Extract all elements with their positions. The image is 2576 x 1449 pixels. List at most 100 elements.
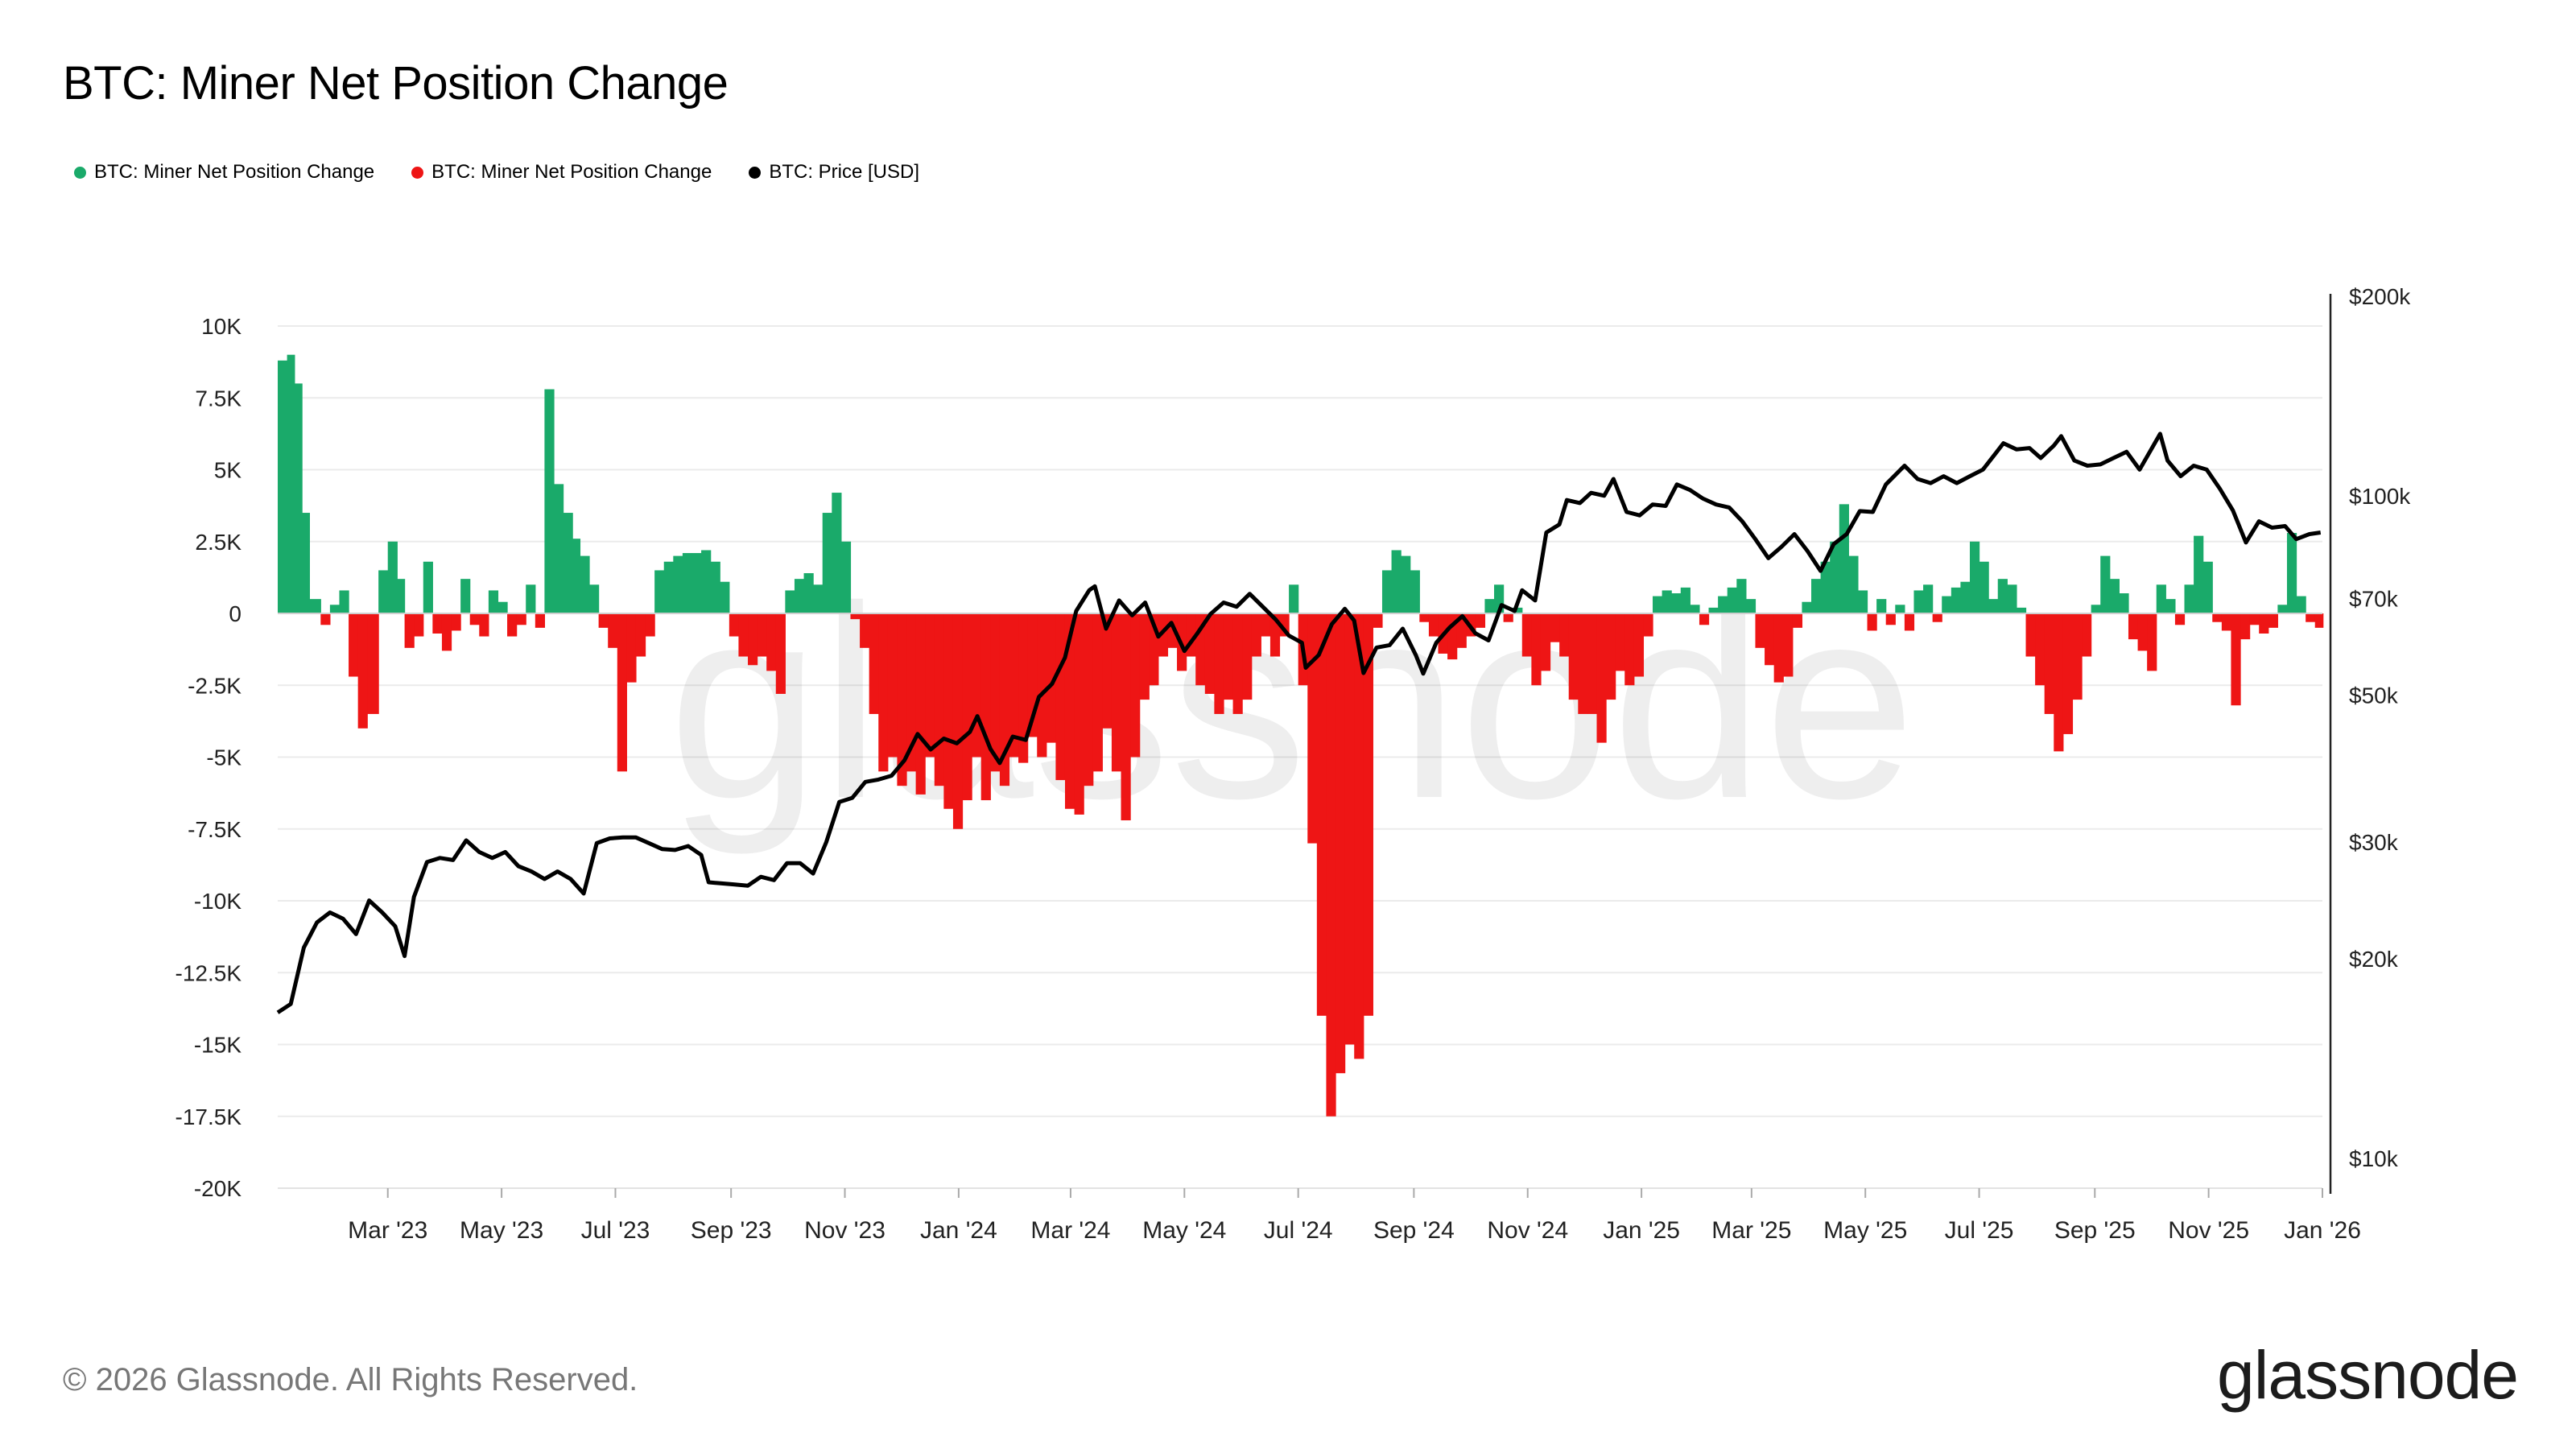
bar-positive [2202, 561, 2213, 613]
bar-positive [1839, 504, 1849, 613]
y-left-tick-label: 7.5K [195, 386, 242, 411]
bar-negative [1074, 613, 1084, 815]
x-tick-label: Sep '23 [691, 1217, 772, 1244]
bar-positive [1289, 584, 1299, 613]
bar-negative [1242, 613, 1253, 700]
legend-swatch-black [749, 166, 762, 179]
bar-positive [397, 579, 406, 613]
bar-positive [589, 584, 600, 613]
bar-negative [1130, 613, 1141, 758]
bar-positive [654, 570, 665, 613]
bar-positive [563, 513, 573, 613]
bar-positive [572, 539, 581, 613]
bar-positive [794, 579, 805, 613]
legend-item-price[interactable]: BTC: Price [USD] [749, 161, 919, 184]
bar-positive [1979, 561, 1989, 613]
bar-positive [1653, 596, 1663, 613]
bar-negative [729, 613, 740, 637]
bar-positive [2184, 584, 2194, 613]
bar-positive [1830, 541, 1840, 613]
bar-negative [479, 613, 489, 637]
bar-negative [980, 613, 991, 801]
bar-negative [1885, 613, 1896, 625]
bar-negative [2231, 613, 2241, 706]
bar-positive [2007, 584, 2017, 613]
y-right-tick-label: $200k [2349, 284, 2411, 309]
bar-negative [414, 613, 424, 637]
x-tick-label: May '23 [460, 1217, 543, 1244]
y-right-axis: $200k $100k $70k $50k $30k $20k $10k [2349, 284, 2411, 1171]
bar-negative [2240, 613, 2251, 640]
bar-negative [1419, 613, 1430, 622]
bar-negative [887, 613, 898, 758]
bar-positive [526, 584, 536, 613]
bar-positive [2165, 599, 2176, 613]
bar-negative [972, 613, 982, 758]
bar-negative [906, 613, 917, 772]
bar-positive [1513, 607, 1523, 613]
bar-positive [673, 555, 683, 613]
y-right-tick-label: $70k [2349, 586, 2399, 611]
bar-negative [1092, 613, 1103, 772]
bar-negative [850, 613, 861, 620]
bar-positive [2109, 579, 2120, 613]
bar-negative [608, 613, 618, 648]
bar-positive [2156, 584, 2166, 613]
bar-negative [535, 613, 546, 628]
bar-negative [1009, 613, 1019, 758]
bar-positive [1410, 570, 1420, 613]
price-line [276, 431, 2322, 1014]
bar-negative [2054, 613, 2064, 752]
chart-title: BTC: Miner Net Position Change [63, 57, 729, 109]
bar-negative [1373, 613, 1383, 628]
bar-negative [1624, 613, 1635, 686]
bar-negative [775, 613, 786, 694]
y-left-tick-label: -7.5K [188, 817, 242, 842]
bar-positive [309, 599, 321, 613]
bar-negative [1084, 613, 1094, 786]
bar-positive [691, 553, 702, 613]
bar-positive [2016, 607, 2027, 613]
bar-positive [460, 579, 471, 613]
y-left-tick-label: 5K [214, 458, 242, 483]
bar-positive [785, 590, 795, 613]
bar-negative [1204, 613, 1215, 694]
legend: BTC: Miner Net Position Change BTC: Mine… [74, 161, 919, 184]
bar-positive [580, 555, 590, 613]
bar-negative [878, 613, 889, 772]
bar-positive [822, 513, 832, 613]
bar-negative [2128, 613, 2139, 640]
bar-positive [1988, 599, 1999, 613]
bar-negative [2025, 613, 2036, 657]
x-tick-label: Mar '25 [1711, 1217, 1791, 1244]
y-left-tick-label: -20K [194, 1176, 242, 1201]
bar-negative [617, 613, 627, 772]
x-tick-label: Sep '24 [1373, 1217, 1455, 1244]
legend-swatch-green [74, 166, 86, 179]
bar-positive [682, 553, 693, 613]
x-tick-label: May '25 [1823, 1217, 1907, 1244]
y-right-tick-label: $100k [2349, 484, 2411, 509]
legend-item-negative[interactable]: BTC: Miner Net Position Change [411, 161, 712, 184]
bar-negative [2212, 613, 2223, 622]
bar-positive [1484, 599, 1495, 613]
bar-positive [2194, 535, 2204, 613]
legend-item-positive[interactable]: BTC: Miner Net Position Change [74, 161, 374, 184]
bar-negative [925, 613, 935, 758]
bar-negative [2082, 613, 2092, 657]
bar-negative [1643, 613, 1653, 637]
bar-positive [1745, 599, 1757, 613]
bar-negative [1121, 613, 1131, 821]
bar-positive [387, 541, 398, 613]
bar-negative [757, 613, 767, 657]
bar-negative [1615, 613, 1625, 671]
bar-positive [710, 561, 720, 613]
x-tick-label: Jul '24 [1264, 1217, 1333, 1244]
bar-negative [1475, 613, 1486, 628]
bar-positive [1960, 581, 1971, 613]
bar-negative [1531, 613, 1542, 686]
bar-positive [553, 484, 564, 613]
bar-negative [869, 613, 879, 714]
x-tick-label: Nov '25 [2168, 1217, 2249, 1244]
bar-positive [1662, 590, 1672, 613]
